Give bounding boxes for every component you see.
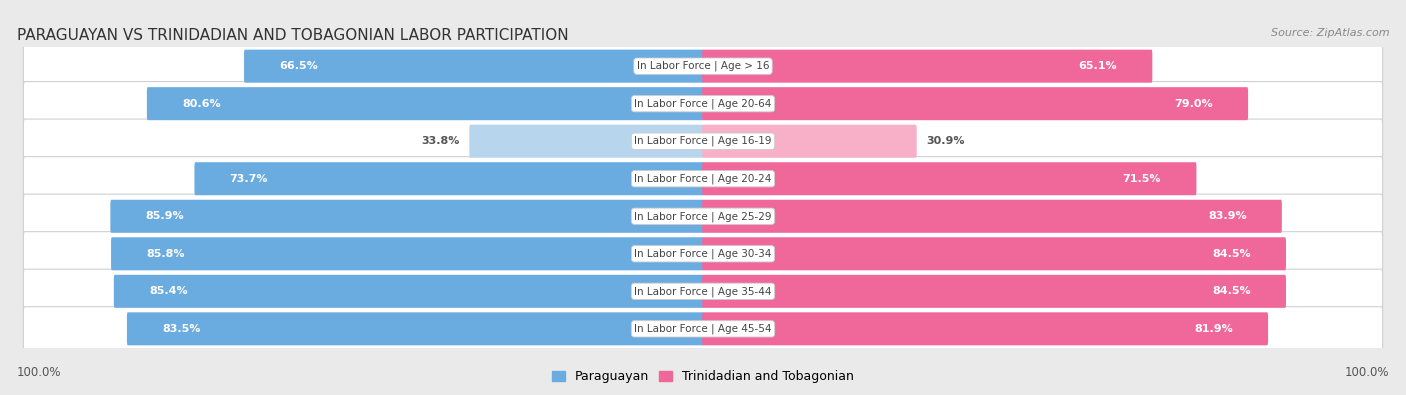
- Text: In Labor Force | Age 25-29: In Labor Force | Age 25-29: [634, 211, 772, 222]
- Text: PARAGUAYAN VS TRINIDADIAN AND TOBAGONIAN LABOR PARTICIPATION: PARAGUAYAN VS TRINIDADIAN AND TOBAGONIAN…: [17, 28, 568, 43]
- Text: Source: ZipAtlas.com: Source: ZipAtlas.com: [1271, 28, 1389, 38]
- Text: In Labor Force | Age 30-34: In Labor Force | Age 30-34: [634, 248, 772, 259]
- FancyBboxPatch shape: [702, 125, 917, 158]
- FancyBboxPatch shape: [146, 87, 704, 120]
- Text: In Labor Force | Age > 16: In Labor Force | Age > 16: [637, 61, 769, 71]
- FancyBboxPatch shape: [194, 162, 704, 195]
- Text: 81.9%: 81.9%: [1194, 324, 1233, 334]
- Text: 100.0%: 100.0%: [17, 366, 62, 379]
- Text: 65.1%: 65.1%: [1078, 61, 1116, 71]
- Text: In Labor Force | Age 20-24: In Labor Force | Age 20-24: [634, 173, 772, 184]
- Text: 79.0%: 79.0%: [1174, 99, 1213, 109]
- FancyBboxPatch shape: [245, 50, 704, 83]
- FancyBboxPatch shape: [127, 312, 704, 345]
- Text: 83.9%: 83.9%: [1208, 211, 1247, 221]
- FancyBboxPatch shape: [24, 307, 1382, 351]
- FancyBboxPatch shape: [702, 312, 1268, 345]
- FancyBboxPatch shape: [24, 156, 1382, 201]
- FancyBboxPatch shape: [702, 200, 1282, 233]
- FancyBboxPatch shape: [114, 275, 704, 308]
- FancyBboxPatch shape: [24, 194, 1382, 239]
- Text: 85.9%: 85.9%: [146, 211, 184, 221]
- Text: In Labor Force | Age 45-54: In Labor Force | Age 45-54: [634, 324, 772, 334]
- Text: 73.7%: 73.7%: [229, 174, 269, 184]
- Text: In Labor Force | Age 16-19: In Labor Force | Age 16-19: [634, 136, 772, 147]
- Text: 30.9%: 30.9%: [927, 136, 965, 146]
- Legend: Paraguayan, Trinidadian and Tobagonian: Paraguayan, Trinidadian and Tobagonian: [553, 371, 853, 384]
- Text: In Labor Force | Age 20-64: In Labor Force | Age 20-64: [634, 98, 772, 109]
- Text: 100.0%: 100.0%: [1344, 366, 1389, 379]
- FancyBboxPatch shape: [702, 275, 1286, 308]
- Text: 80.6%: 80.6%: [183, 99, 221, 109]
- FancyBboxPatch shape: [24, 81, 1382, 126]
- FancyBboxPatch shape: [111, 200, 704, 233]
- FancyBboxPatch shape: [702, 162, 1197, 195]
- Text: 85.8%: 85.8%: [146, 249, 184, 259]
- FancyBboxPatch shape: [24, 231, 1382, 276]
- FancyBboxPatch shape: [24, 269, 1382, 314]
- Text: 83.5%: 83.5%: [162, 324, 201, 334]
- Text: In Labor Force | Age 35-44: In Labor Force | Age 35-44: [634, 286, 772, 297]
- FancyBboxPatch shape: [702, 87, 1249, 120]
- Text: 84.5%: 84.5%: [1212, 286, 1251, 296]
- Text: 33.8%: 33.8%: [422, 136, 460, 146]
- Text: 85.4%: 85.4%: [149, 286, 188, 296]
- Text: 71.5%: 71.5%: [1122, 174, 1161, 184]
- FancyBboxPatch shape: [24, 119, 1382, 164]
- FancyBboxPatch shape: [702, 237, 1286, 270]
- FancyBboxPatch shape: [24, 44, 1382, 88]
- Text: 66.5%: 66.5%: [280, 61, 318, 71]
- FancyBboxPatch shape: [111, 237, 704, 270]
- FancyBboxPatch shape: [702, 50, 1153, 83]
- FancyBboxPatch shape: [470, 125, 704, 158]
- Text: 84.5%: 84.5%: [1212, 249, 1251, 259]
